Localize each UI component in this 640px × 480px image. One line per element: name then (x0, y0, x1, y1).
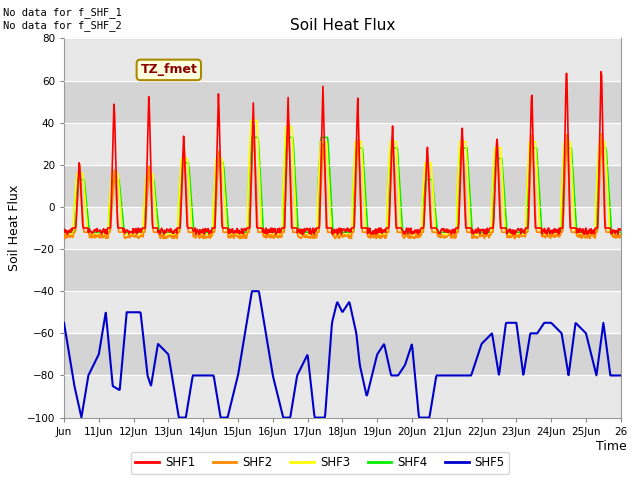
Y-axis label: Soil Heat Flux: Soil Heat Flux (8, 185, 21, 271)
X-axis label: Time: Time (596, 440, 627, 453)
Text: No data for f_SHF_1: No data for f_SHF_1 (3, 7, 122, 18)
Title: Soil Heat Flux: Soil Heat Flux (290, 18, 395, 33)
Bar (64, 38, 621, 81)
Legend: SHF1, SHF2, SHF3, SHF4, SHF5: SHF1, SHF2, SHF3, SHF4, SHF5 (131, 452, 509, 474)
Bar (64, 291, 621, 333)
Bar (64, 207, 621, 249)
Text: No data for f_SHF_2: No data for f_SHF_2 (3, 20, 122, 31)
Bar (64, 375, 621, 418)
Text: TZ_fmet: TZ_fmet (140, 63, 197, 76)
Bar (64, 123, 621, 165)
